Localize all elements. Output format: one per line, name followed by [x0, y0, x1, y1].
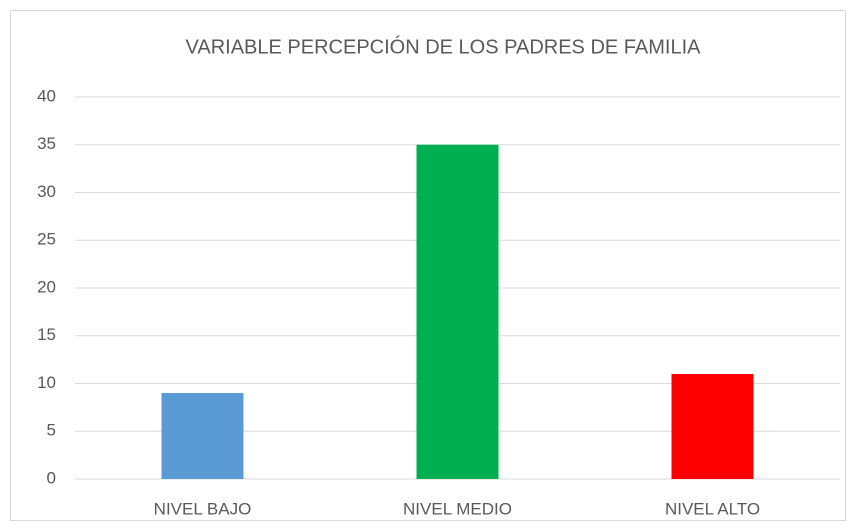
y-tick-label: 0: [47, 468, 56, 487]
chart-title: VARIABLE PERCEPCIÓN DE LOS PADRES DE FAM…: [186, 35, 702, 58]
y-tick-label: 15: [37, 325, 56, 344]
x-tick-label: NIVEL MEDIO: [403, 499, 512, 518]
bar: [671, 373, 754, 479]
y-tick-label: 30: [37, 182, 56, 201]
y-tick-label: 10: [37, 373, 56, 392]
y-tick-label: 20: [37, 277, 56, 296]
y-tick-label: 40: [37, 86, 56, 105]
y-tick-label: 35: [37, 134, 56, 153]
x-tick-label: NIVEL BAJO: [154, 499, 252, 518]
x-tick-label: NIVEL ALTO: [665, 499, 760, 518]
bar: [161, 393, 244, 479]
bar: [416, 144, 499, 479]
y-tick-label: 5: [47, 421, 56, 440]
y-tick-label: 25: [37, 230, 56, 249]
